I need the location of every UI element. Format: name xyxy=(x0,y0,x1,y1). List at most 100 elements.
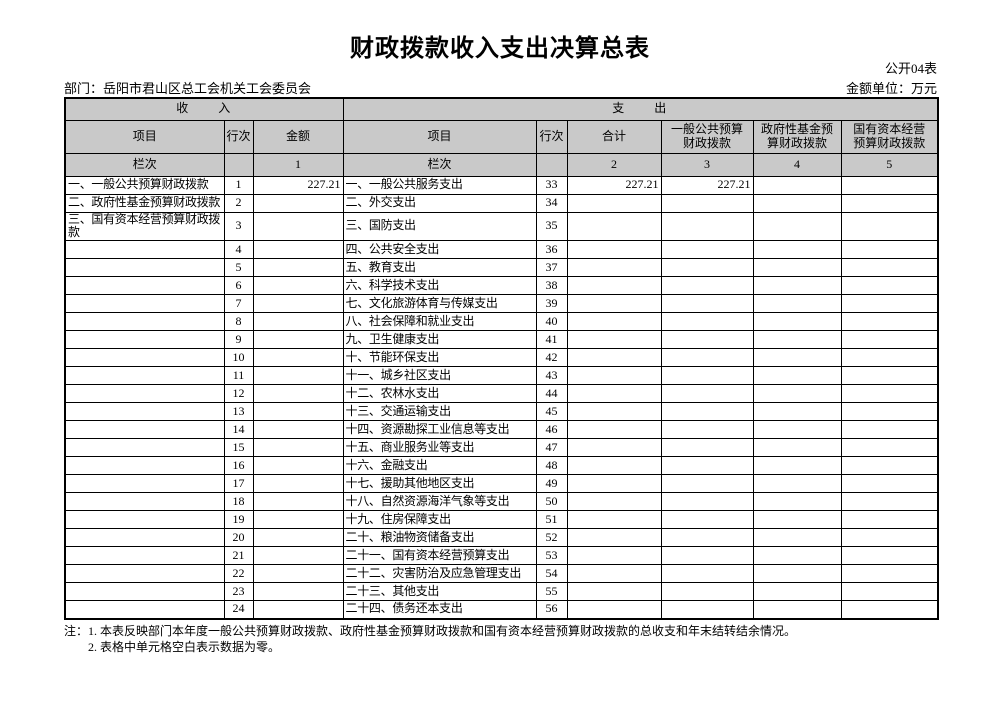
income-item-cell xyxy=(64,402,225,422)
table-row: 24 二十四、债务还本支出 56 xyxy=(64,600,939,620)
expense-item-cell: 十三、交通运输支出 xyxy=(342,402,537,422)
state-capital-cell xyxy=(840,294,939,314)
gov-fund-cell xyxy=(752,258,842,278)
income-amount-cell xyxy=(252,276,344,296)
state-capital-cell xyxy=(840,420,939,440)
income-amount-cell xyxy=(252,546,344,566)
gov-fund-cell xyxy=(752,456,842,476)
income-item-cell: 三、国有资本经营预算财政拨款 xyxy=(64,211,225,242)
table-row: 9 九、卫生健康支出 41 xyxy=(64,330,939,350)
footnote-2: 2. 表格中单元格空白表示数据为零。 xyxy=(88,639,281,654)
income-line-cell: 19 xyxy=(223,510,254,530)
expense-line-cell: 42 xyxy=(535,348,568,368)
income-lanci-line-cell xyxy=(223,152,254,177)
expense-line-cell: 34 xyxy=(535,193,568,213)
income-amount-cell xyxy=(252,438,344,458)
income-amount-cell xyxy=(252,582,344,602)
expense-line-header: 行次 xyxy=(535,119,568,154)
department-label: 部门：岳阳市君山区总工会机关工会委员会 xyxy=(64,81,312,96)
income-line-cell: 21 xyxy=(223,546,254,566)
gov-fund-cell xyxy=(752,528,842,548)
fiscal-appropriation-table: 收 入 支 出 项目 行次 金额 项目 行次 合计 一般公共预算 财政拨款 政府… xyxy=(64,97,940,620)
general-budget-cell: 227.21 xyxy=(660,175,754,195)
expense-total-cell xyxy=(566,492,662,512)
expense-line-cell: 54 xyxy=(535,564,568,584)
expense-total-cell xyxy=(566,510,662,530)
table-row: 16 十六、金融支出 48 xyxy=(64,456,939,476)
expense-total-cell xyxy=(566,240,662,260)
expense-total-cell: 227.21 xyxy=(566,175,662,195)
income-item-cell xyxy=(64,546,225,566)
expense-total-cell xyxy=(566,420,662,440)
income-item-cell xyxy=(64,312,225,332)
general-budget-cell xyxy=(660,492,754,512)
general-budget-cell xyxy=(660,438,754,458)
income-line-cell: 18 xyxy=(223,492,254,512)
general-budget-cell xyxy=(660,456,754,476)
expense-line-cell: 38 xyxy=(535,276,568,296)
state-capital-cell xyxy=(840,474,939,494)
income-item-cell xyxy=(64,492,225,512)
expense-total-cell xyxy=(566,294,662,314)
state-capital-cell xyxy=(840,258,939,278)
income-item-cell xyxy=(64,456,225,476)
income-amount-cell xyxy=(252,193,344,213)
expense-line-cell: 35 xyxy=(535,211,568,242)
expense-line-cell: 49 xyxy=(535,474,568,494)
gov-fund-cell xyxy=(752,276,842,296)
state-capital-cell xyxy=(840,438,939,458)
expense-line-cell: 36 xyxy=(535,240,568,260)
expense-total-cell xyxy=(566,456,662,476)
income-amount-cell xyxy=(252,456,344,476)
column-number-1: 1 xyxy=(252,152,344,177)
state-capital-cell xyxy=(840,402,939,422)
income-amount-cell xyxy=(252,348,344,368)
gov-fund-header: 政府性基金预 算财政拨款 xyxy=(752,119,842,154)
table-row: 18 十八、自然资源海洋气象等支出 50 xyxy=(64,492,939,512)
state-capital-cell xyxy=(840,546,939,566)
table-body: 一、一般公共预算财政拨款 1 227.21 一、一般公共服务支出 33 227.21 227… xyxy=(64,175,939,620)
income-amount-cell xyxy=(252,312,344,332)
general-budget-cell xyxy=(660,528,754,548)
income-amount-cell xyxy=(252,492,344,512)
expense-total-cell xyxy=(566,258,662,278)
income-amount-cell: 227.21 xyxy=(252,175,344,195)
expense-item-cell: 七、文化旅游体育与传媒支出 xyxy=(342,294,537,314)
expense-total-cell xyxy=(566,276,662,296)
expense-total-cell xyxy=(566,348,662,368)
expense-total-header: 合计 xyxy=(566,119,662,154)
income-section-header: 收 入 xyxy=(64,97,344,121)
expense-item-cell: 十九、住房保障支出 xyxy=(342,510,537,530)
state-capital-cell xyxy=(840,175,939,195)
gov-fund-cell xyxy=(752,348,842,368)
expenditure-section-header: 支 出 xyxy=(342,97,939,121)
expense-item-cell: 五、教育支出 xyxy=(342,258,537,278)
unit-label: 金额单位：万元 xyxy=(845,81,937,96)
gov-fund-cell xyxy=(752,582,842,602)
income-lanci-cell: 栏次 xyxy=(64,152,225,177)
expense-total-cell xyxy=(566,546,662,566)
income-item-header: 项目 xyxy=(64,119,225,154)
column-number-4: 4 xyxy=(752,152,842,177)
income-line-cell: 6 xyxy=(223,276,254,296)
gov-fund-cell xyxy=(752,211,842,242)
expense-line-cell: 43 xyxy=(535,366,568,386)
income-item-cell xyxy=(64,438,225,458)
table-row: 10 十、节能环保支出 42 xyxy=(64,348,939,368)
expense-total-cell xyxy=(566,312,662,332)
expense-total-cell xyxy=(566,384,662,404)
gov-fund-cell xyxy=(752,312,842,332)
table-row: 8 八、社会保障和就业支出 40 xyxy=(64,312,939,332)
table-row: 7 七、文化旅游体育与传媒支出 39 xyxy=(64,294,939,314)
gov-fund-cell xyxy=(752,564,842,584)
expense-total-cell xyxy=(566,582,662,602)
table-row: 15 十五、商业服务业等支出 47 xyxy=(64,438,939,458)
expense-item-cell: 十六、金融支出 xyxy=(342,456,537,476)
income-amount-cell xyxy=(252,420,344,440)
state-capital-cell xyxy=(840,582,939,602)
table-row: 12 十二、农林水支出 44 xyxy=(64,384,939,404)
expense-item-cell: 十、节能环保支出 xyxy=(342,348,537,368)
income-line-cell: 5 xyxy=(223,258,254,278)
income-amount-cell xyxy=(252,240,344,260)
table-row: 21 二十一、国有资本经营预算支出 53 xyxy=(64,546,939,566)
